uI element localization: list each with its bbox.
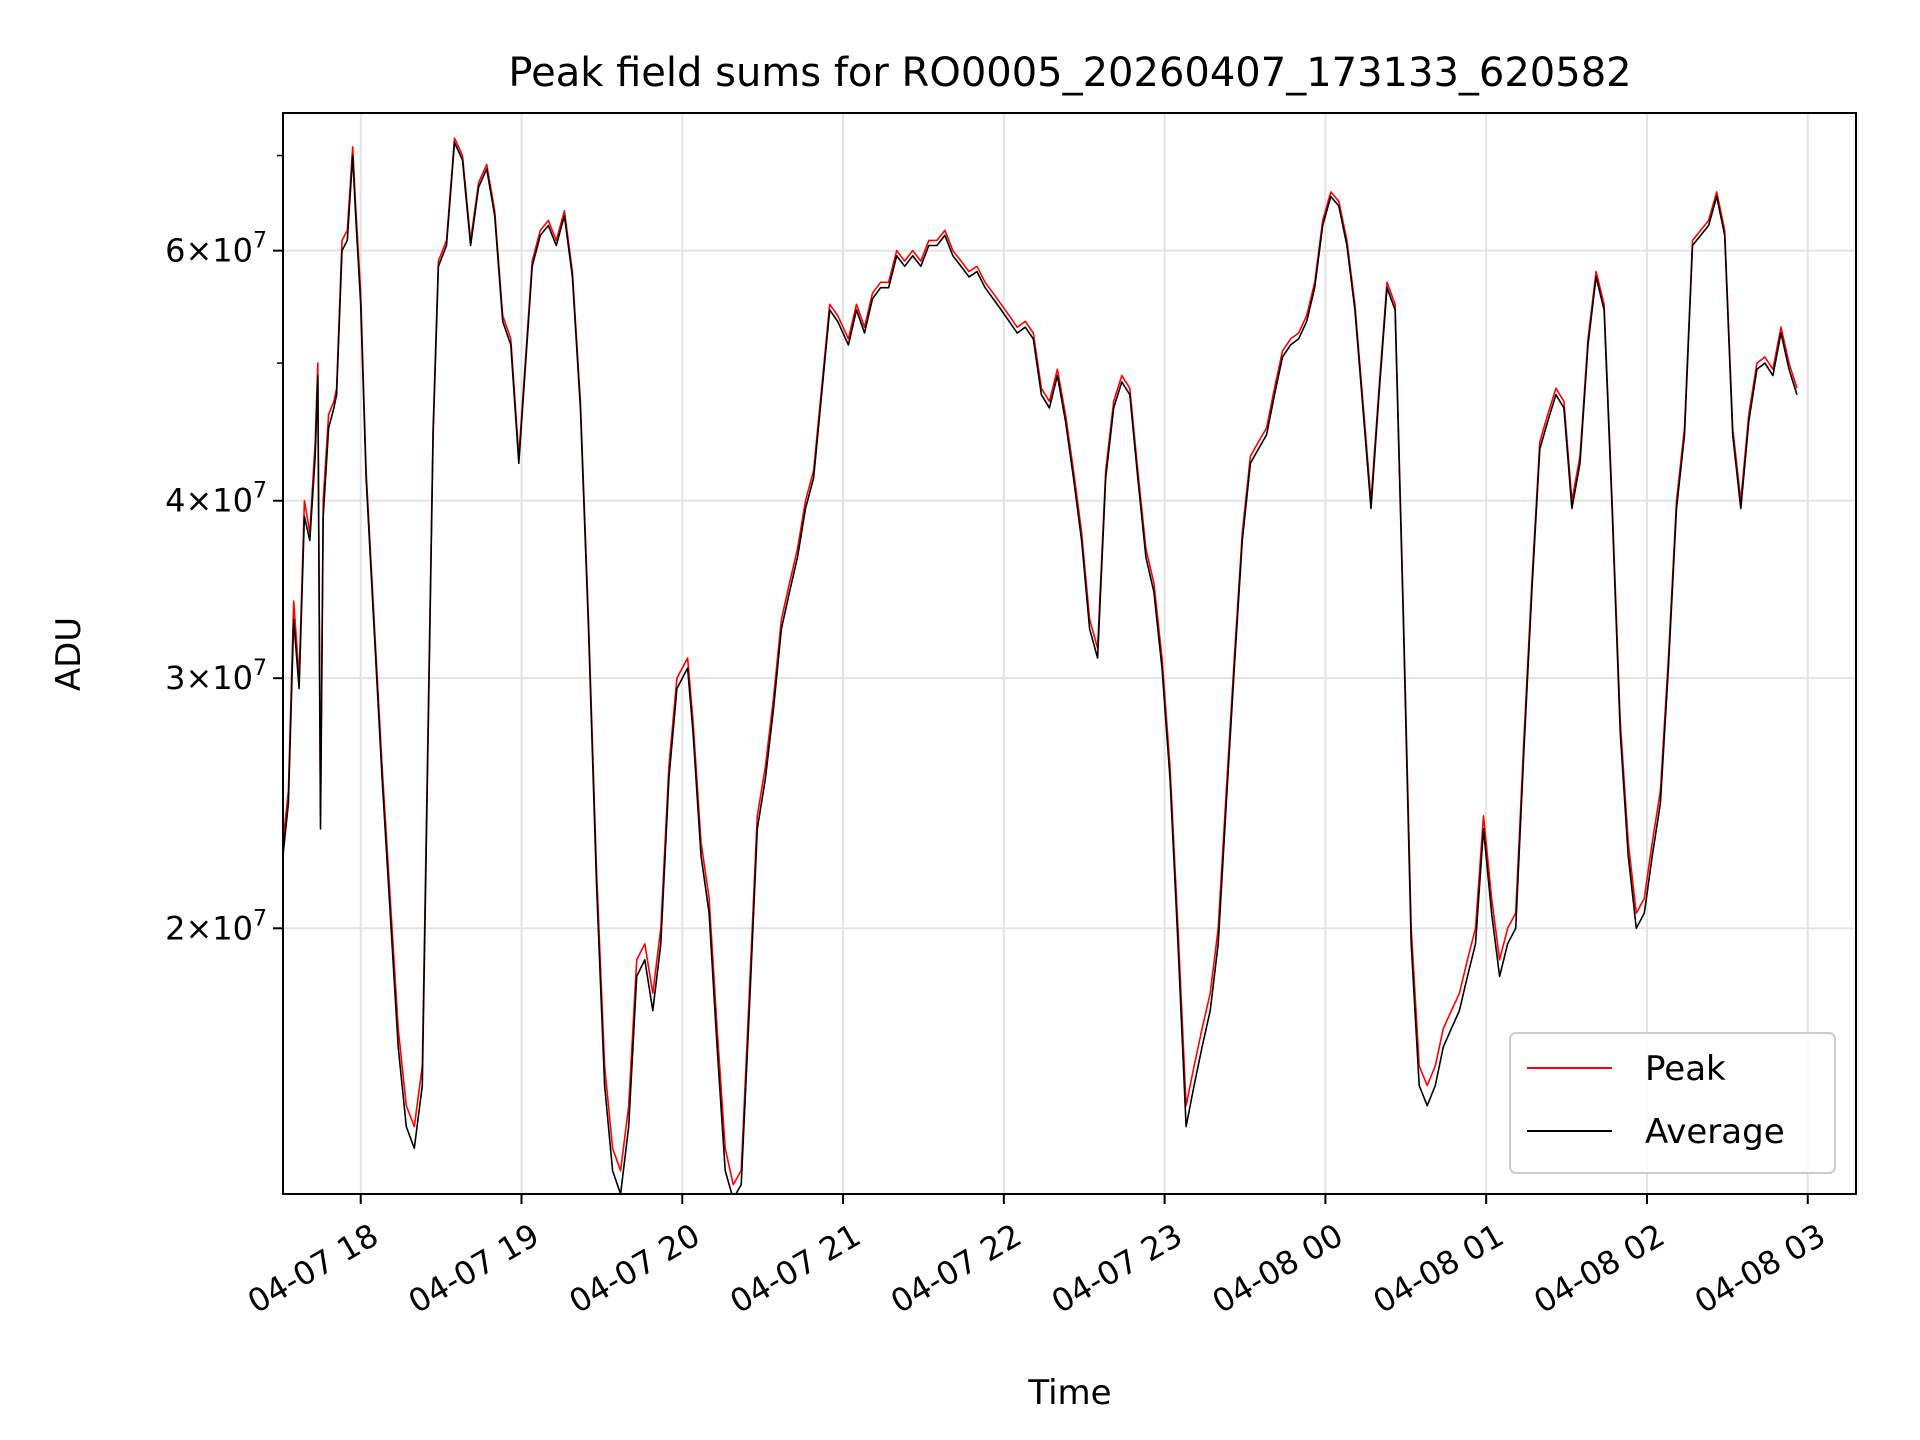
series-line-average: [283, 141, 1798, 1194]
plot-frame: [282, 112, 1857, 1195]
plot-area: [282, 112, 1857, 1195]
y-axis: 2×107 3×107 4×107 6×107: [165, 154, 283, 947]
y-tick-label: 4×107: [165, 479, 267, 520]
y-tick-label: 6×107: [165, 229, 267, 270]
x-axis-label: Time: [1027, 1373, 1111, 1413]
y-axis-label: ADU: [49, 617, 89, 691]
series-layer: [283, 137, 1798, 1194]
chart-title: Peak field sums for RO0005_20260407_1731…: [508, 50, 1631, 96]
legend-label-average: Average: [1645, 1112, 1785, 1152]
y-tick-label: 3×107: [165, 656, 267, 697]
plot-background: [283, 113, 1856, 1194]
y-gridlines: [283, 249, 1856, 930]
y-tick-label: 2×107: [165, 906, 267, 947]
legend: Peak Average: [1509, 1032, 1836, 1174]
legend-label-peak: Peak: [1645, 1049, 1726, 1089]
x-gridlines: [359, 113, 1809, 1194]
